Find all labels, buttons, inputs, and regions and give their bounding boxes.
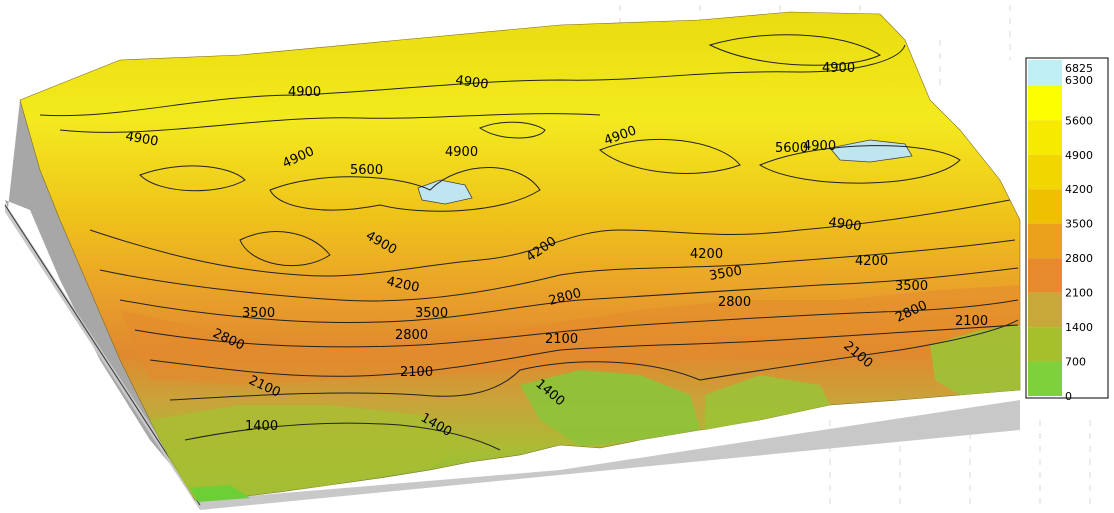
contour-label: 2800 [395,328,428,343]
legend-tick-label: 5600 [1065,114,1093,127]
legend-band-1 [1028,85,1062,121]
contour-label: 2100 [400,365,433,380]
legend-tick-label: 1400 [1065,321,1093,334]
legend-tick-label: 2100 [1065,287,1093,300]
contour-label: 1400 [245,419,278,434]
green-lowland-left [150,405,470,500]
contour-label: 3500 [242,306,275,321]
contour-label: 3500 [415,306,448,321]
contour-label: 3500 [895,279,928,294]
contour-label: 5600 [775,141,808,156]
contour-label: 4900 [803,139,836,154]
contour-label: 4900 [822,61,855,76]
legend-band-7 [1028,292,1062,328]
peak-plateau-left [417,179,473,205]
contour-label: 4900 [454,73,489,92]
legend-band-6 [1028,258,1062,293]
green-lowland-center [520,370,700,446]
contour-label: 4200 [690,247,723,262]
contour-label-group: 4900 4900 4900 4900 4900 4900 5600 5600 … [124,61,988,440]
green-lowland-right [930,325,1020,395]
legend-tick-label: 6300 [1065,74,1093,87]
legend-tick-label: 3500 [1065,218,1093,231]
contour-label: 2100 [955,314,988,329]
legend-band-9 [1028,361,1062,396]
contour-label: 4900 [124,129,159,150]
contour-label: 4900 [445,145,478,160]
contour-label: 4200 [385,274,420,296]
contour-label: 4900 [288,85,321,100]
legend-tick-label: 2800 [1065,252,1093,265]
green-lowland-mid [705,375,830,430]
legend-tick-label: 4200 [1065,183,1093,196]
legend-tick-label: 700 [1065,356,1086,369]
legend-band-3 [1028,154,1062,190]
contour-label: 2800 [718,295,751,310]
contour-label: 5600 [350,163,383,178]
legend-band-0 [1028,60,1062,86]
green-corner [190,485,250,502]
legend-band-4 [1028,189,1062,224]
contour-label: 3500 [708,263,743,284]
legend-bands [1028,60,1062,396]
legend-tick-label: 6825 [1065,62,1093,75]
legend-band-5 [1028,223,1062,259]
contour-label: 2100 [545,332,578,347]
legend-tick-label: 4900 [1065,149,1093,162]
contour-label: 4200 [855,254,888,269]
legend-band-8 [1028,327,1062,362]
orange-band [120,285,1020,385]
contour-label: 4900 [827,215,862,234]
contour-lines [39,34,1019,451]
legend-band-2 [1028,120,1062,155]
legend-tick-label: 0 [1065,390,1072,403]
